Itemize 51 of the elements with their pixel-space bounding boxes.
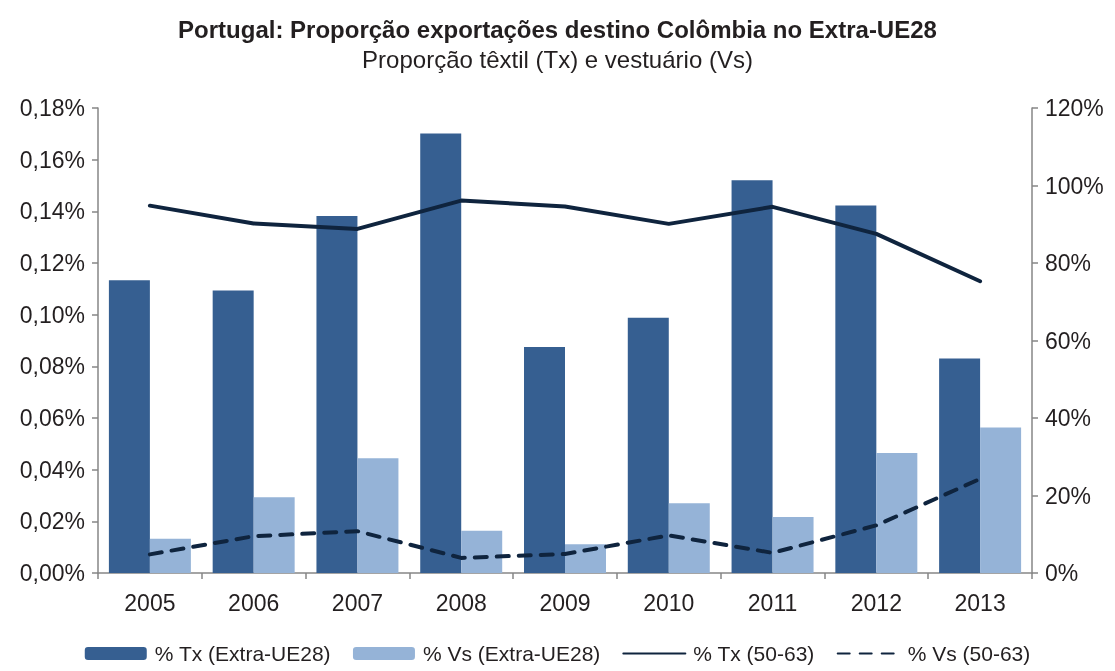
y-tick-label: 0,04% xyxy=(19,456,85,483)
x-tick-label: 2009 xyxy=(539,589,591,616)
bar xyxy=(980,427,1022,573)
y2-tick-label: 120% xyxy=(1045,95,1104,121)
x-tick-label: 2013 xyxy=(954,589,1006,616)
chart-subtitle: Proporção têxtil (Tx) e vestuário (Vs) xyxy=(362,45,753,73)
y2-tick-label: 40% xyxy=(1045,405,1092,431)
y2-tick-label: 100% xyxy=(1045,172,1104,199)
y-tick-label: 0,12% xyxy=(19,250,85,276)
bar xyxy=(939,358,981,573)
bar xyxy=(565,544,606,573)
x-tick-label: 2010 xyxy=(643,589,695,616)
y-tick-label: 0,14% xyxy=(19,198,85,225)
bar xyxy=(876,452,918,573)
legend-label: % Vs (Extra-UE28) xyxy=(422,642,601,665)
y2-tick-label: 60% xyxy=(1045,327,1092,354)
x-tick-label: 2005 xyxy=(124,589,176,616)
bar xyxy=(731,180,773,573)
bar xyxy=(108,280,150,573)
bar xyxy=(212,290,254,573)
legend-label: % Vs (50-63) xyxy=(907,642,1031,665)
bar xyxy=(357,458,399,573)
bar xyxy=(253,497,295,573)
y-tick-label: 0,18% xyxy=(19,95,85,121)
y2-tick-label: 20% xyxy=(1045,482,1092,509)
y2-tick-label: 80% xyxy=(1045,250,1092,276)
bar xyxy=(461,530,503,573)
bar xyxy=(149,538,191,573)
x-tick-label: 2011 xyxy=(747,589,798,616)
x-tick-label: 2012 xyxy=(850,589,902,616)
legend-label: % Tx (50-63) xyxy=(693,642,815,665)
y-tick-label: 0,16% xyxy=(19,146,85,173)
x-tick-label: 2006 xyxy=(228,589,280,616)
bar xyxy=(316,215,358,573)
x-tick-label: 2008 xyxy=(435,589,487,616)
bar xyxy=(772,516,814,573)
y2-tick-label: 0% xyxy=(1045,560,1079,586)
bar xyxy=(627,317,669,573)
y-tick-label: 0,06% xyxy=(19,405,85,431)
bar xyxy=(668,503,710,573)
y-tick-label: 0,10% xyxy=(19,301,85,328)
chart-title: Portugal: Proporção exportações destino Colômbia no Extra-UE28 xyxy=(178,15,937,43)
y-tick-label: 0,02% xyxy=(19,508,85,535)
y-tick-label: 0,08% xyxy=(19,353,85,380)
legend-label: % Tx (Extra-UE28) xyxy=(154,642,331,665)
bar xyxy=(524,346,565,573)
line-series xyxy=(147,198,983,284)
bar xyxy=(835,205,877,573)
y-tick-label: 0,00% xyxy=(19,560,85,586)
x-tick-label: 2007 xyxy=(331,589,384,616)
bar xyxy=(420,133,462,573)
